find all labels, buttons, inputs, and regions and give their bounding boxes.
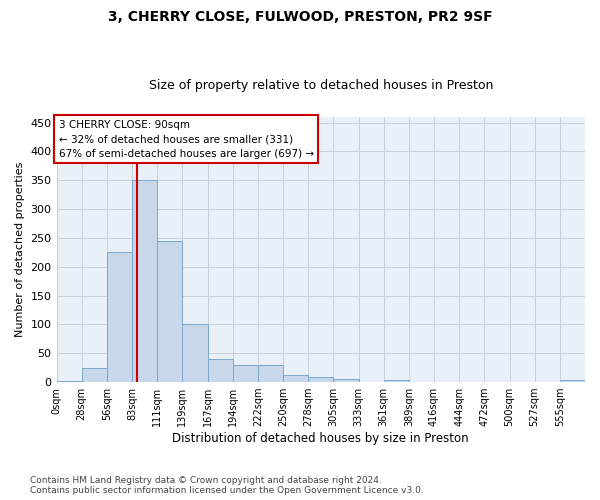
Bar [208,359,233,382]
Bar [258,365,283,382]
Bar [308,377,334,382]
Bar [182,324,208,382]
Bar [107,252,132,382]
Bar [157,241,182,382]
Text: 3 CHERRY CLOSE: 90sqm
← 32% of detached houses are smaller (331)
67% of semi-det: 3 CHERRY CLOSE: 90sqm ← 32% of detached … [59,120,314,160]
X-axis label: Distribution of detached houses by size in Preston: Distribution of detached houses by size … [172,432,469,445]
Bar [82,368,107,382]
Y-axis label: Number of detached properties: Number of detached properties [15,162,25,337]
Text: Contains HM Land Registry data © Crown copyright and database right 2024.
Contai: Contains HM Land Registry data © Crown c… [30,476,424,495]
Bar [132,180,157,382]
Title: Size of property relative to detached houses in Preston: Size of property relative to detached ho… [149,79,493,92]
Bar [334,379,359,382]
Bar [283,374,308,382]
Bar [560,380,585,382]
Bar [233,365,258,382]
Text: 3, CHERRY CLOSE, FULWOOD, PRESTON, PR2 9SF: 3, CHERRY CLOSE, FULWOOD, PRESTON, PR2 9… [107,10,493,24]
Bar [383,380,409,382]
Bar [56,381,82,382]
